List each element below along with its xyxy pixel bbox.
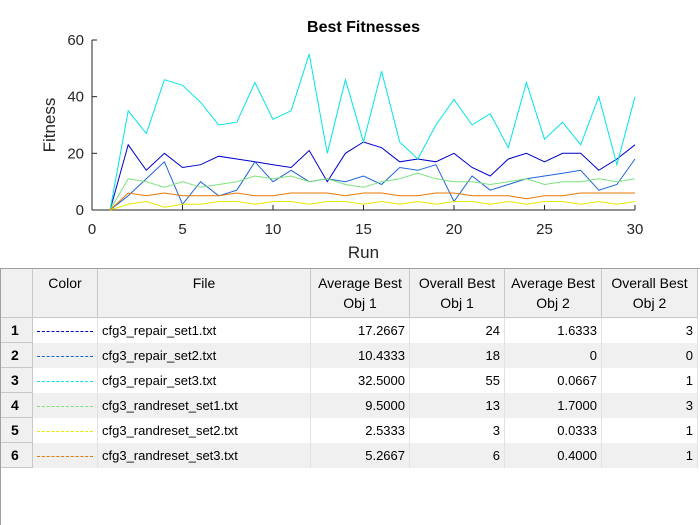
line-color-swatch	[37, 380, 93, 382]
y-axis-label: Fitness	[40, 98, 59, 153]
overall-best-obj2-cell: 0	[601, 342, 698, 368]
chart-title: Best Fitnesses	[307, 19, 420, 36]
color-cell	[32, 442, 98, 468]
table-header-row: Color File Average Best Obj 1 Overall Bes…	[1, 269, 698, 318]
column-header-avg-best-obj2[interactable]: Average Best Obj 2	[504, 269, 602, 318]
y-tick-label: 60	[67, 32, 84, 49]
row-number: 2	[1, 342, 33, 368]
fitness-plot: Best Fitnesses 0 5 10 15 20 25 30 0 20 40 60 Run F…	[40, 19, 643, 262]
x-tick-label: 10	[265, 221, 282, 238]
table-row[interactable]: 1 cfg3_repair_set1.txt 17.2667 24 1.6333…	[1, 317, 698, 343]
series-line-3	[109, 54, 636, 211]
table-row[interactable]: 4 cfg3_randreset_set1.txt 9.5000 13 1.70…	[1, 392, 698, 418]
line-color-swatch	[37, 330, 93, 332]
color-cell	[32, 392, 98, 418]
series-line-5	[109, 200, 636, 211]
row-number: 5	[1, 417, 33, 443]
x-axis-label: Run	[348, 243, 379, 262]
avg-best-obj1-cell: 17.2667	[310, 317, 410, 343]
column-header-color[interactable]: Color	[32, 269, 98, 318]
line-color-swatch	[37, 405, 93, 407]
avg-best-obj1-cell: 2.5333	[310, 417, 410, 443]
avg-best-obj1-cell: 32.5000	[310, 367, 410, 393]
y-tick-label: 20	[67, 145, 84, 162]
column-header-avg-best-obj1[interactable]: Average Best Obj 1	[310, 269, 410, 318]
file-cell: cfg3_randreset_set1.txt	[97, 392, 311, 418]
column-header-file[interactable]: File	[97, 269, 311, 318]
color-cell	[32, 342, 98, 368]
avg-best-obj1-cell: 9.5000	[310, 392, 410, 418]
row-number: 6	[1, 442, 33, 468]
table-row[interactable]: 2 cfg3_repair_set2.txt 10.4333 18 0 0	[1, 342, 698, 368]
file-cell: cfg3_repair_set1.txt	[97, 317, 311, 343]
series-line-1	[109, 141, 636, 211]
table-row[interactable]: 5 cfg3_randreset_set2.txt 2.5333 3 0.033…	[1, 417, 698, 443]
line-color-swatch	[37, 355, 93, 357]
color-cell	[32, 317, 98, 343]
overall-best-obj2-cell: 1	[601, 442, 698, 468]
overall-best-obj1-cell: 18	[409, 342, 505, 368]
results-table[interactable]: Color File Average Best Obj 1 Overall Bes…	[0, 268, 700, 525]
line-color-swatch	[37, 430, 93, 432]
x-tick-label: 20	[446, 221, 463, 238]
x-tick-label: 30	[627, 221, 644, 238]
table-row[interactable]: 3 cfg3_repair_set3.txt 32.5000 55 0.0667…	[1, 367, 698, 393]
row-number: 4	[1, 392, 33, 418]
x-tick-label: 0	[88, 221, 96, 238]
overall-best-obj2-cell: 1	[601, 367, 698, 393]
avg-best-obj2-cell: 1.6333	[504, 317, 602, 343]
overall-best-obj1-cell: 3	[409, 417, 505, 443]
overall-best-obj2-cell: 3	[601, 392, 698, 418]
avg-best-obj1-cell: 10.4333	[310, 342, 410, 368]
overall-best-obj1-cell: 13	[409, 392, 505, 418]
file-cell: cfg3_randreset_set2.txt	[97, 417, 311, 443]
color-cell	[32, 417, 98, 443]
row-number: 3	[1, 367, 33, 393]
file-cell: cfg3_randreset_set3.txt	[97, 442, 311, 468]
y-tick-label: 40	[67, 89, 84, 106]
series-line-2	[109, 158, 636, 211]
file-cell: cfg3_repair_set2.txt	[97, 342, 311, 368]
line-color-swatch	[37, 455, 93, 457]
series-line-6	[109, 192, 635, 211]
table-row[interactable]: 6 cfg3_randreset_set3.txt 5.2667 6 0.400…	[1, 442, 698, 468]
overall-best-obj1-cell: 55	[409, 367, 505, 393]
overall-best-obj1-cell: 24	[409, 317, 505, 343]
x-tick-label: 25	[536, 221, 553, 238]
avg-best-obj2-cell: 0.0333	[504, 417, 602, 443]
column-header-overall-best-obj2[interactable]: Overall Best Obj 2	[601, 269, 698, 318]
avg-best-obj2-cell: 0.0667	[504, 367, 602, 393]
avg-best-obj2-cell: 1.7000	[504, 392, 602, 418]
overall-best-obj2-cell: 3	[601, 317, 698, 343]
overall-best-obj1-cell: 6	[409, 442, 505, 468]
avg-best-obj2-cell: 0	[504, 342, 602, 368]
column-header-overall-best-obj1[interactable]: Overall Best Obj 1	[409, 269, 505, 318]
x-tick-label: 5	[178, 221, 186, 238]
avg-best-obj2-cell: 0.4000	[504, 442, 602, 468]
x-tick-label: 15	[355, 221, 372, 238]
fitness-chart: Best Fitnesses 0 5 10 15 20 25 30 0 20 40 60 Run F…	[40, 19, 643, 262]
avg-best-obj1-cell: 5.2667	[310, 442, 410, 468]
overall-best-obj2-cell: 1	[601, 417, 698, 443]
row-number: 1	[1, 317, 33, 343]
series-line-4	[109, 172, 636, 211]
chart-axes: 0 5 10 15 20 25 30 0 20 40 60	[67, 32, 643, 238]
file-cell: cfg3_repair_set3.txt	[97, 367, 311, 393]
row-header-corner	[1, 269, 33, 318]
y-tick-label: 0	[76, 202, 84, 219]
color-cell	[32, 367, 98, 393]
series-layer	[109, 54, 636, 211]
